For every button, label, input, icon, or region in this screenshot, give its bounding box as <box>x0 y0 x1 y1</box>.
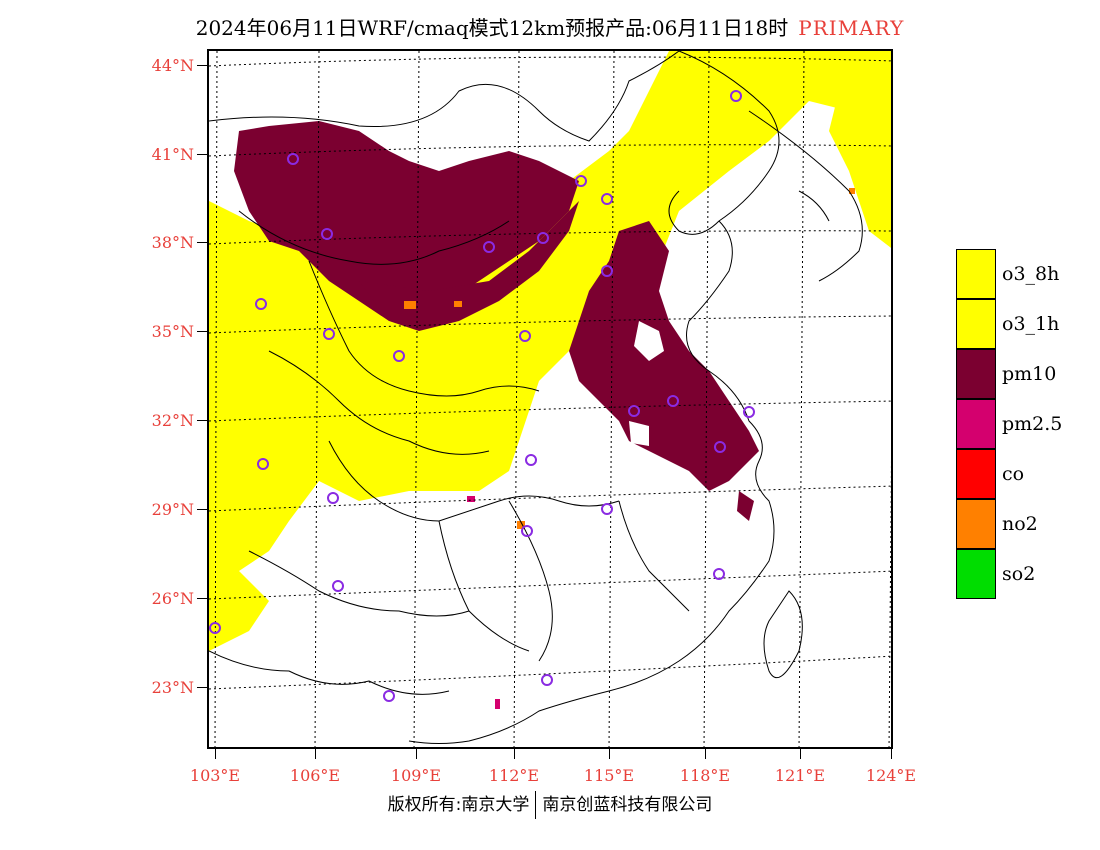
lon-tick <box>514 749 515 759</box>
pm10-region-north <box>234 121 579 321</box>
lat-tick <box>197 154 207 155</box>
lat-tick <box>197 509 207 510</box>
no2-patch-2 <box>454 301 462 307</box>
clear-hole <box>634 321 664 361</box>
legend-label: o3_8h <box>1002 263 1060 285</box>
lon-tick <box>315 749 316 759</box>
lat-label-32n: 32°N <box>151 411 194 430</box>
lon-label-106e: 106°E <box>289 766 341 785</box>
map-title: 2024年06月11日WRF/cmaq模式12km预报产品:06月11日18时 P… <box>0 12 1100 41</box>
legend-swatch <box>956 499 996 549</box>
legend-label: so2 <box>1002 563 1036 585</box>
copyright-left: 版权所有:南京大学 <box>387 795 530 815</box>
lat-tick <box>197 331 207 332</box>
no2-patch <box>404 301 416 309</box>
legend-swatch <box>956 349 996 399</box>
no2-patch-4 <box>849 188 855 194</box>
lon-label-124e: 124°E <box>865 766 917 785</box>
graticule <box>209 51 891 747</box>
legend-label: no2 <box>1002 513 1038 535</box>
legend-label: pm10 <box>1002 363 1057 385</box>
legend-label: o3_1h <box>1002 313 1060 335</box>
map-svg <box>209 51 891 747</box>
copyright-footer: 版权所有:南京大学 南京创蓝科技有限公司 <box>0 790 1100 819</box>
copyright-right: 南京创蓝科技有限公司 <box>542 795 713 815</box>
lon-label-109e: 109°E <box>390 766 442 785</box>
pm10-region-patch <box>737 491 754 521</box>
lon-tick <box>609 749 610 759</box>
lon-tick <box>891 749 892 759</box>
lon-label-118e: 118°E <box>679 766 731 785</box>
lat-tick <box>197 65 207 66</box>
lon-tick <box>705 749 706 759</box>
lon-label-115e: 115°E <box>583 766 635 785</box>
lat-label-35n: 35°N <box>151 322 194 341</box>
lat-tick <box>197 420 207 421</box>
lon-tick <box>215 749 216 759</box>
pm10-region-east <box>569 221 759 491</box>
lat-label-26n: 26°N <box>151 589 194 608</box>
footer-separator <box>535 791 537 819</box>
legend-swatch <box>956 399 996 449</box>
title-tag: PRIMARY <box>798 16 905 40</box>
lat-label-44n: 44°N <box>151 56 194 75</box>
clear-hole-2 <box>629 421 649 446</box>
lat-tick <box>197 687 207 688</box>
lat-tick <box>197 242 207 243</box>
lon-tick <box>800 749 801 759</box>
legend-swatch <box>956 449 996 499</box>
map-panel[interactable] <box>207 49 893 749</box>
title-text: 2024年06月11日WRF/cmaq模式12km预报产品:06月11日18时 <box>195 16 789 40</box>
legend-swatch <box>956 549 996 599</box>
pm10-region-band <box>359 201 579 331</box>
lat-label-29n: 29°N <box>151 500 194 519</box>
o3-region-west <box>209 571 269 651</box>
legend-swatch <box>956 299 996 349</box>
legend-label: co <box>1002 463 1025 485</box>
o3-region <box>209 51 891 581</box>
boundaries <box>209 51 863 744</box>
lat-tick <box>197 598 207 599</box>
lat-label-38n: 38°N <box>151 233 194 252</box>
lat-label-23n: 23°N <box>151 678 194 697</box>
legend-label: pm2.5 <box>1002 413 1063 435</box>
lat-label-41n: 41°N <box>151 145 194 164</box>
stations <box>209 90 755 702</box>
legend-swatch <box>956 249 996 299</box>
lon-tick <box>416 749 417 759</box>
o3-region-ne <box>829 81 891 248</box>
pm25-patch-2 <box>495 699 500 709</box>
lon-label-112e: 112°E <box>488 766 540 785</box>
lon-label-121e: 121°E <box>774 766 826 785</box>
pm25-patch <box>467 496 475 502</box>
no2-patch-3 <box>517 521 525 529</box>
lon-label-103e: 103°E <box>189 766 241 785</box>
